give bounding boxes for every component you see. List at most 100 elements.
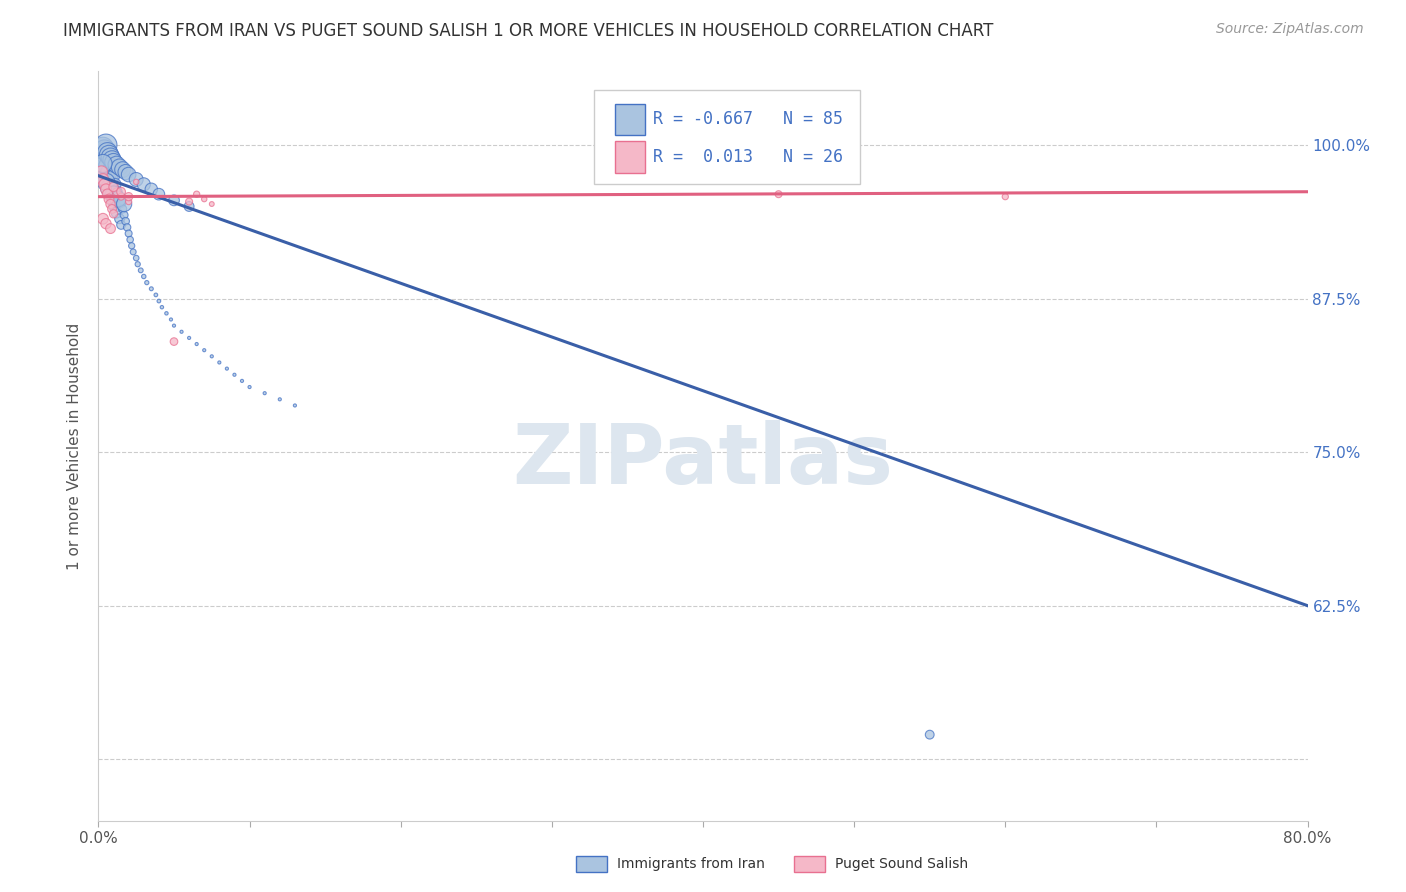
Point [105,185,128,199]
Point [155,306,177,320]
Text: R = -0.667   N = 85: R = -0.667 N = 85 [654,111,844,128]
Point [107,192,129,206]
Point [148,294,170,309]
Point [125,175,148,189]
Text: Puget Sound Salish: Puget Sound Salish [835,857,969,871]
Point [110,185,132,199]
Point [94,143,117,157]
Point [120,233,142,247]
Point [115,220,138,235]
Text: R =  0.013   N = 26: R = 0.013 N = 26 [654,148,844,166]
Point [135,276,157,290]
Point [110,195,132,210]
Point [121,239,143,253]
Point [101,202,124,216]
Point [103,169,125,183]
Point [208,355,231,369]
Text: ZIPatlas: ZIPatlas [513,420,893,501]
Point [179,194,201,209]
Point [231,374,253,388]
Bar [614,141,645,172]
Point [129,263,152,277]
Point [112,197,135,211]
Point [96,187,118,202]
Point [96,159,118,173]
Point [100,150,122,164]
Point [98,181,121,195]
Point [94,153,117,167]
Point [94,169,117,183]
Text: IMMIGRANTS FROM IRAN VS PUGET SOUND SALISH 1 OR MORE VEHICLES IN HOUSEHOLD CORRE: IMMIGRANTS FROM IRAN VS PUGET SOUND SALI… [63,22,994,40]
Point [132,269,155,284]
Point [148,187,170,202]
Point [201,349,224,363]
Point [91,140,114,154]
Point [163,194,186,208]
Point [104,178,127,192]
Point [141,282,163,296]
Point [105,205,128,219]
Point [201,197,224,211]
Point [101,153,124,167]
Point [104,199,127,213]
Point [186,337,208,351]
Point [108,211,131,226]
Point [127,257,149,271]
Point [253,386,276,401]
Point [193,192,215,206]
Point [94,217,117,231]
Point [108,160,131,174]
Point [118,227,141,241]
Point [170,325,193,339]
Point [239,380,262,394]
Point [98,148,121,162]
Point [94,182,117,196]
Point [100,181,122,195]
Point [111,202,134,216]
FancyBboxPatch shape [595,90,860,184]
Point [101,187,124,202]
Point [215,361,238,376]
Text: Immigrants from Iran: Immigrants from Iran [617,857,765,871]
Point [918,728,941,742]
Point [94,138,117,153]
Point [125,172,148,186]
Point [111,162,134,177]
Point [93,162,115,177]
Point [179,199,201,213]
Point [114,214,136,228]
Point [118,189,141,203]
Point [91,211,114,226]
Point [98,165,121,179]
Point [91,156,114,170]
Point [93,178,115,192]
Point [101,153,124,167]
Point [100,197,122,211]
Point [90,165,112,179]
Point [100,172,122,186]
Y-axis label: 1 or more Vehicles in Household: 1 or more Vehicles in Household [67,322,83,570]
Point [91,172,114,186]
Point [160,312,183,326]
Bar [614,103,645,135]
Point [105,158,128,172]
Point [91,156,114,170]
Point [93,148,115,162]
Point [103,155,125,169]
Point [103,179,125,194]
Point [193,343,215,358]
Point [125,251,148,265]
Point [98,192,121,206]
Point [122,244,145,259]
Point [103,187,125,202]
Point [96,175,118,189]
Point [768,187,790,202]
Text: Source: ZipAtlas.com: Source: ZipAtlas.com [1216,22,1364,37]
Point [114,165,136,179]
Point [103,207,125,221]
Point [96,145,118,160]
Point [110,189,132,203]
Point [107,189,129,203]
Point [103,194,125,208]
Point [112,208,135,222]
